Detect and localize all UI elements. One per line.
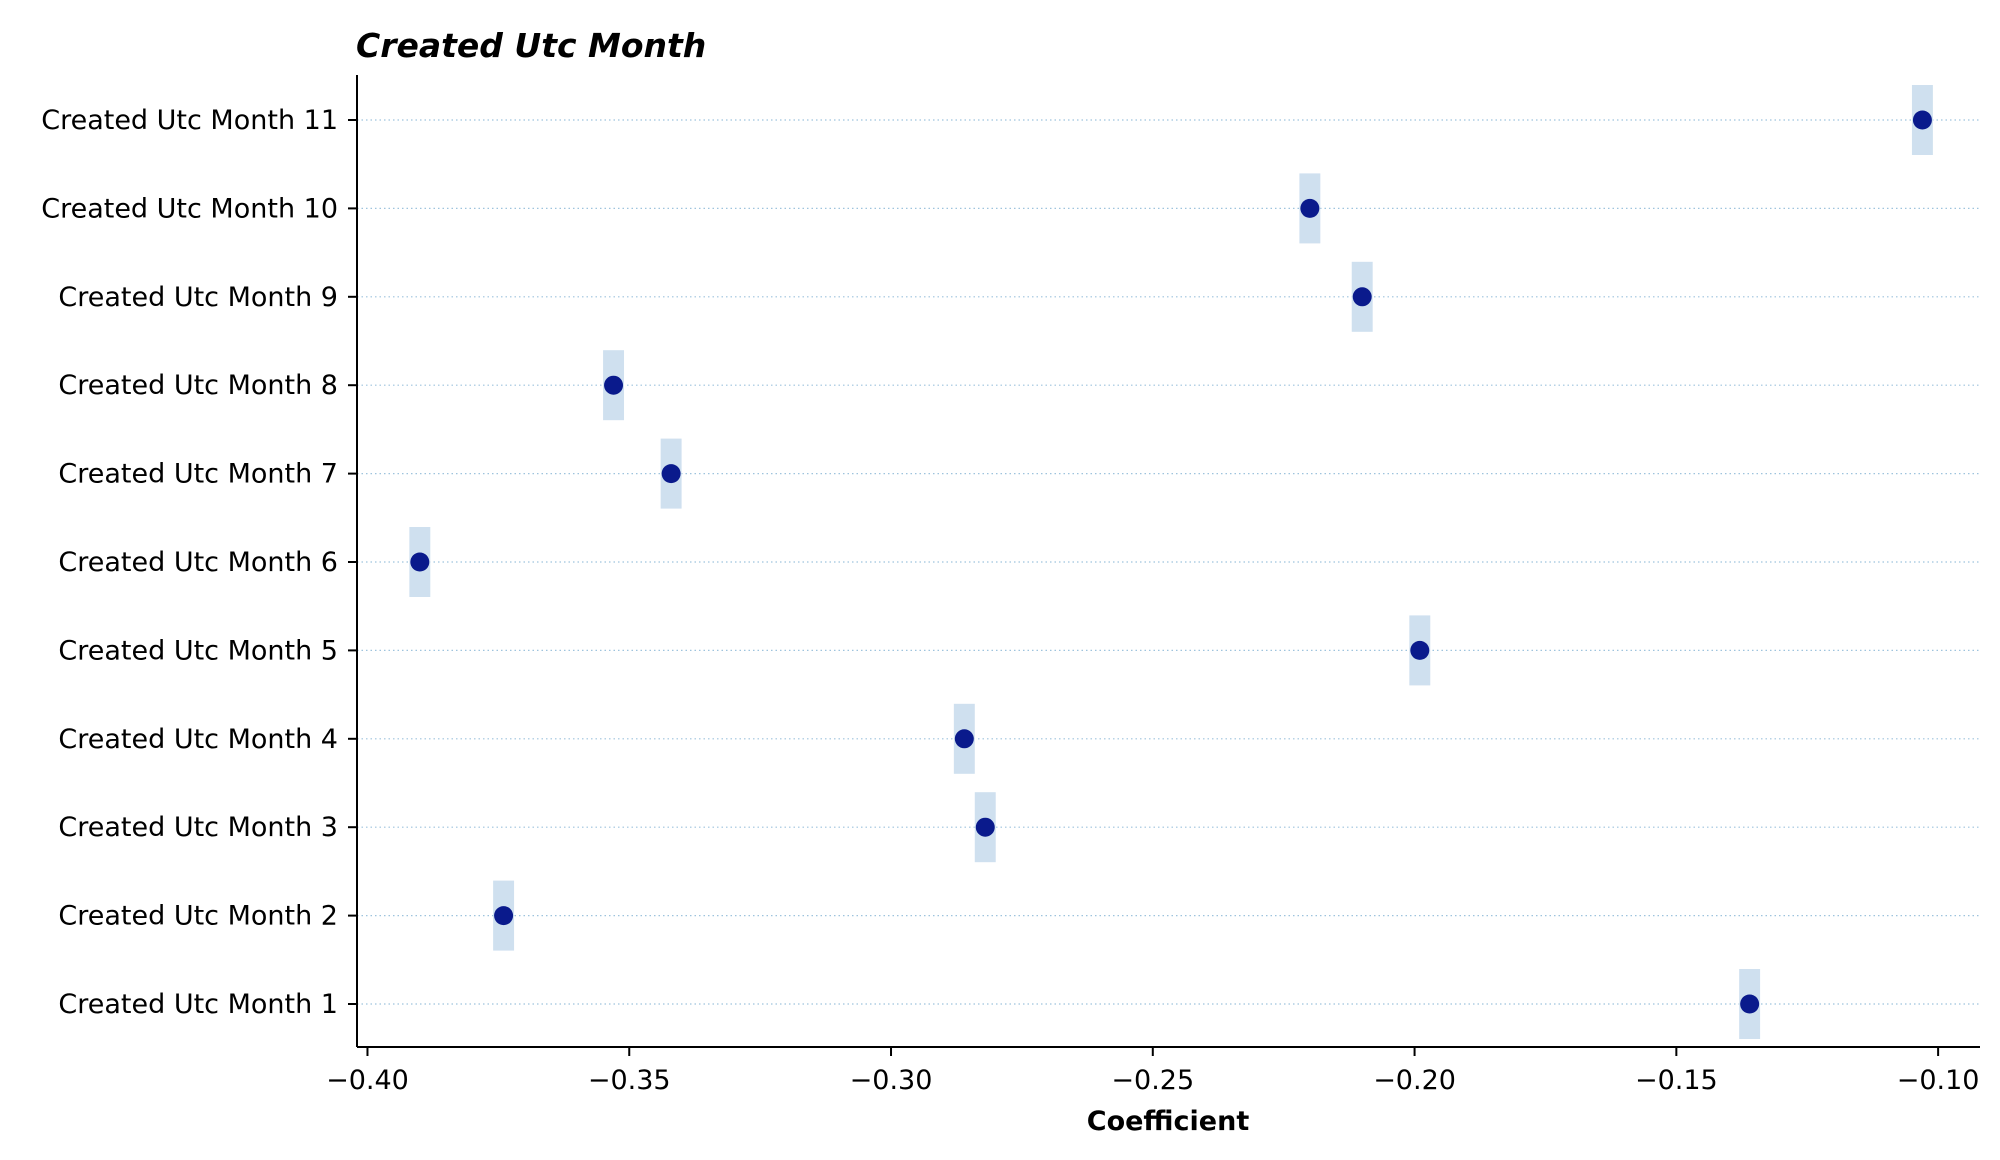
coefficient-point: [1410, 641, 1429, 660]
x-tick-label: −0.35: [588, 1065, 671, 1096]
y-tick-label: Created Utc Month 5: [58, 635, 338, 666]
coefficient-point: [1913, 111, 1932, 130]
coefficient-point: [410, 553, 429, 572]
y-tick-label: Created Utc Month 11: [41, 105, 338, 136]
x-axis-ticks: −0.40 −0.35 −0.30 −0.25 −0.20 −0.15 −0.10: [326, 1047, 1979, 1096]
coefficient-point: [1353, 287, 1372, 306]
x-tick-label: −0.40: [326, 1065, 409, 1096]
grid-lines: [357, 120, 1980, 1004]
y-tick-label: Created Utc Month 10: [41, 193, 338, 224]
coefficient-point: [1740, 995, 1759, 1014]
y-tick-label: Created Utc Month 9: [58, 282, 338, 313]
axes: [357, 75, 1980, 1047]
y-tick-label: Created Utc Month 4: [58, 724, 338, 755]
coefficient-point: [604, 376, 623, 395]
coefficient-point: [976, 818, 995, 837]
confidence-intervals: [409, 85, 1933, 1039]
x-tick-label: −0.30: [850, 1065, 933, 1096]
coefficient-point: [662, 464, 681, 483]
chart-title: Created Utc Month: [356, 26, 706, 65]
y-axis-ticks: Created Utc Month 1 Created Utc Month 2 Cr…: [41, 105, 357, 1020]
y-tick-label: Created Utc Month 3: [58, 812, 338, 843]
x-tick-label: −0.15: [1635, 1065, 1718, 1096]
x-axis-label: Coefficient: [1087, 1106, 1250, 1137]
y-tick-label: Created Utc Month 1: [58, 989, 338, 1020]
x-tick-label: −0.10: [1897, 1065, 1980, 1096]
coefficient-point: [494, 906, 513, 925]
y-tick-label: Created Utc Month 6: [58, 547, 338, 578]
x-tick-label: −0.20: [1373, 1065, 1456, 1096]
coefficient-point: [1300, 199, 1319, 218]
y-tick-label: Created Utc Month 7: [58, 459, 338, 490]
y-tick-label: Created Utc Month 8: [58, 370, 338, 401]
x-tick-label: −0.25: [1111, 1065, 1194, 1096]
coefficient-point: [955, 729, 974, 748]
y-tick-label: Created Utc Month 2: [58, 901, 338, 932]
